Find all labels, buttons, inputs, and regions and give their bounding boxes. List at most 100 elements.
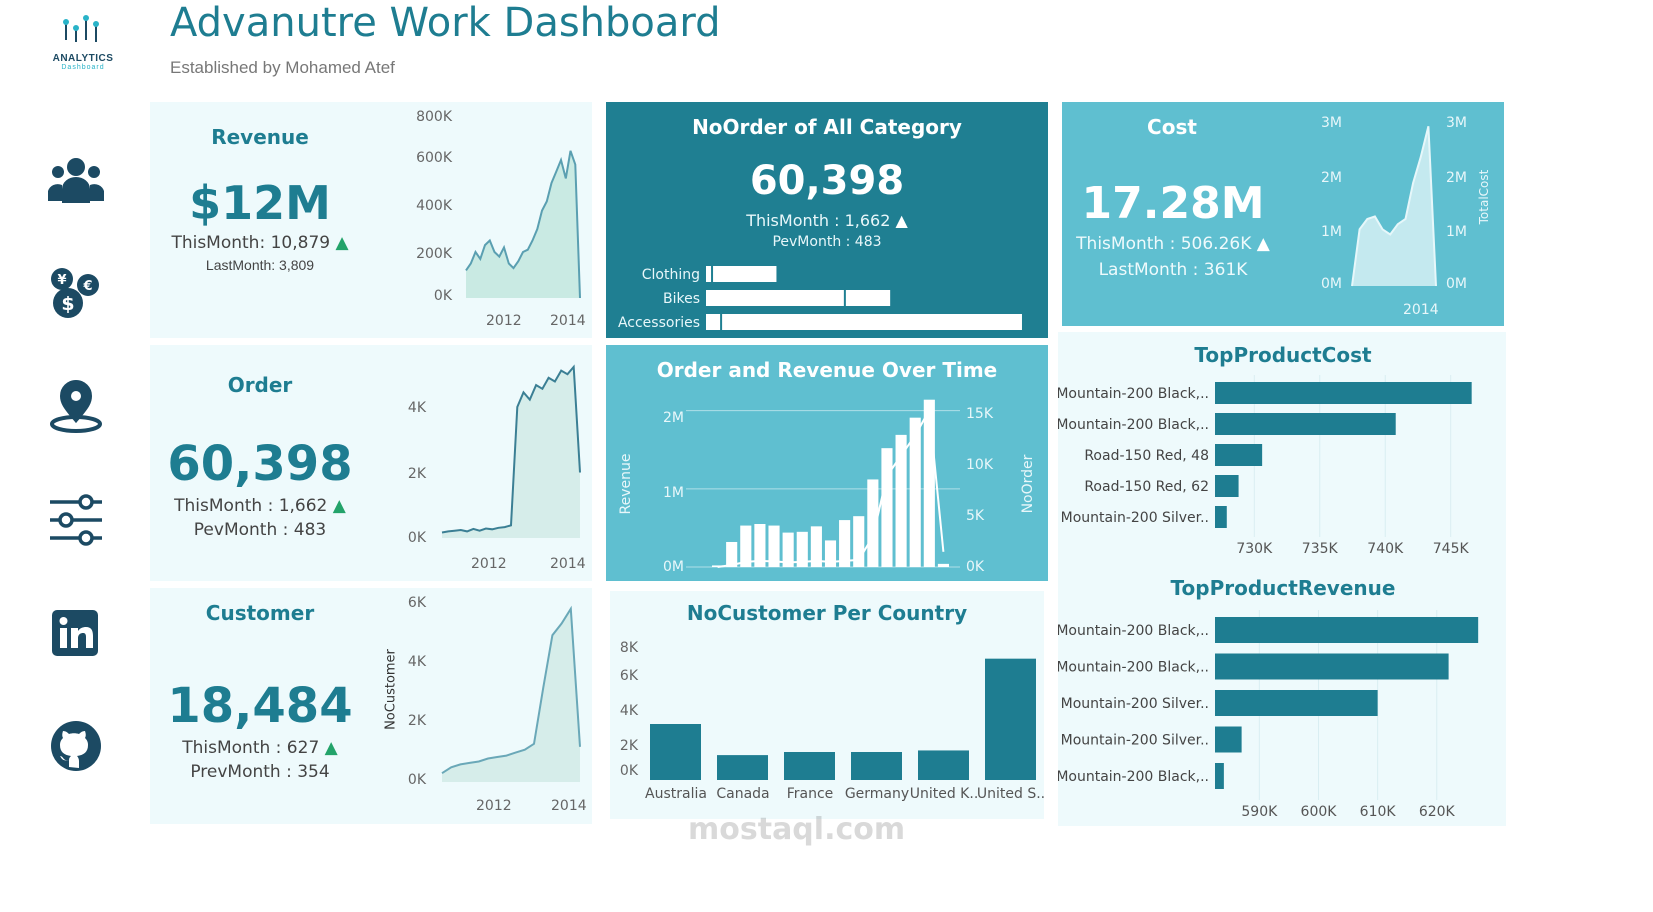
cost-this-month: ThisMonth : 506.26K ▲	[1062, 234, 1284, 254]
up-arrow-icon: ▲	[332, 496, 346, 516]
trend-line	[441, 605, 581, 775]
revenue-bar	[782, 532, 794, 567]
customer-y-tick: 0K	[407, 772, 426, 788]
revenue-x-tick: 2014	[550, 313, 586, 329]
order-revenue-right-tick: 0K	[966, 559, 985, 575]
product-bar	[1215, 413, 1396, 435]
customer-x-tick: 2012	[476, 798, 512, 814]
revenue-y-tick: 400K	[416, 198, 452, 214]
country-bar-chart: Australia Canada France Germany United K..Un…	[645, 658, 1044, 802]
product-bar	[1215, 382, 1472, 404]
x-tick-label: 620K	[1419, 804, 1456, 820]
noorder-this-month-text: ThisMonth : 1,662	[746, 211, 891, 230]
svg-text:¥: ¥	[57, 273, 66, 288]
country-bar	[650, 724, 701, 780]
cost-right-tick: 0M	[1446, 276, 1467, 292]
cost-right-tick: 1M	[1446, 224, 1467, 240]
location-pin-icon[interactable]	[48, 380, 104, 441]
category-bar	[706, 314, 721, 330]
top-revenue-chart: 590K 600K 610K 620K Mountain-200 Black,.. Mou…	[1058, 610, 1479, 820]
revenue-last-month: LastMonth: 3,809	[205, 257, 315, 273]
country-bar	[784, 752, 835, 780]
order-revenue-left-tick: 0M	[663, 559, 684, 575]
revenue-bar	[810, 526, 822, 567]
customer-y-tick: 4K	[407, 654, 426, 670]
up-arrow-icon: ▲	[335, 233, 349, 253]
cost-left-tick: 2M	[1321, 170, 1342, 186]
country-label: Germany	[845, 786, 909, 802]
product-label: Road-150 Red, 48	[1084, 448, 1209, 464]
category-bar	[722, 314, 1022, 330]
noorder-prev-month: PevMonth : 483	[772, 234, 882, 250]
noorder-category-title: NoOrder of All Category	[692, 115, 962, 139]
product-bar	[1215, 726, 1242, 753]
order-this-month: ThisMonth : 1,662 ▲	[160, 496, 360, 516]
cost-x-tick: 2014	[1403, 302, 1439, 318]
country-panel	[610, 591, 1044, 819]
x-tick-label: 590K	[1241, 804, 1278, 820]
order-title: Order	[227, 373, 293, 397]
order-this-month-text: ThisMonth : 1,662	[174, 496, 328, 516]
revenue-bar	[909, 417, 921, 567]
cost-right-tick: 3M	[1446, 115, 1467, 131]
logo: ANALYTICS Dashboard	[48, 14, 118, 71]
order-prev-month: PevMonth : 483	[193, 520, 327, 540]
order-y-tick: 0K	[407, 530, 426, 546]
order-y-tick: 2K	[407, 466, 426, 482]
category-label: Bikes	[663, 291, 700, 307]
order-revenue-left-tick: 2M	[663, 410, 684, 426]
product-bar	[1215, 617, 1479, 643]
x-tick-label: 745K	[1433, 541, 1470, 557]
revenue-value: $12M	[189, 176, 331, 230]
revenue-title: Revenue	[211, 125, 309, 149]
x-tick-label: 600K	[1301, 804, 1338, 820]
country-y-tick: 8K	[619, 640, 638, 656]
revenue-this-month: ThisMonth: 10,879 ▲	[160, 233, 360, 253]
revenue-bar	[923, 399, 935, 567]
product-bar	[1215, 475, 1239, 497]
customer-y-tick: 6K	[407, 595, 426, 611]
watermark: mostaql.com	[688, 812, 906, 847]
users-icon[interactable]	[48, 155, 104, 212]
order-revenue-title: Order and Revenue Over Time	[656, 358, 998, 382]
revenue-bar	[768, 525, 780, 567]
sliders-icon[interactable]	[48, 492, 104, 553]
product-label: Mountain-200 Black,..	[1058, 623, 1209, 639]
github-icon[interactable]	[50, 720, 102, 777]
trend-area	[466, 150, 580, 298]
country-bar	[851, 752, 902, 780]
svg-text:€: €	[82, 279, 92, 294]
country-label: Canada	[716, 786, 769, 802]
revenue-y-tick: 600K	[416, 150, 452, 166]
product-bar	[1215, 653, 1449, 680]
cost-right-tick: 2M	[1446, 170, 1467, 186]
customer-prev-month: PrevMonth : 354	[190, 762, 330, 782]
revenue-y-tick: 200K	[416, 246, 452, 262]
currency-icon[interactable]: ¥ € $	[48, 267, 104, 328]
linkedin-icon[interactable]	[52, 610, 98, 661]
x-tick-label: 730K	[1236, 541, 1273, 557]
up-arrow-icon: ▲	[324, 738, 338, 758]
logo-subtext: Dashboard	[61, 64, 105, 71]
customer-this-month-text: ThisMonth : 627	[182, 738, 320, 758]
order-revenue-right-tick: 15K	[966, 406, 993, 422]
cost-left-tick: 3M	[1321, 115, 1342, 131]
order-revenue-left-label: Revenue	[618, 453, 634, 515]
page-title: Advanutre Work Dashboard	[170, 0, 721, 46]
customer-value: 18,484	[167, 678, 353, 734]
revenue-this-month-text: ThisMonth: 10,879	[171, 233, 331, 253]
revenue-bar	[796, 531, 808, 567]
country-label: United K..	[910, 786, 979, 802]
order-revenue-right-label: NoOrder	[1020, 454, 1036, 514]
cost-right-label: TotalCost	[1477, 169, 1491, 225]
trend-line	[1351, 126, 1437, 287]
trend-area	[442, 366, 580, 538]
cost-last-month: LastMonth : 361K	[1098, 260, 1248, 280]
country-title: NoCustomer Per Country	[686, 601, 968, 625]
customer-x-tick: 2014	[551, 798, 587, 814]
product-label: Mountain-200 Silver..	[1061, 510, 1209, 526]
revenue-bar	[824, 540, 837, 567]
order-revenue-right-tick: 10K	[966, 457, 993, 473]
noorder-category-value: 60,398	[749, 158, 905, 204]
product-label: Road-150 Red, 62	[1084, 479, 1209, 495]
